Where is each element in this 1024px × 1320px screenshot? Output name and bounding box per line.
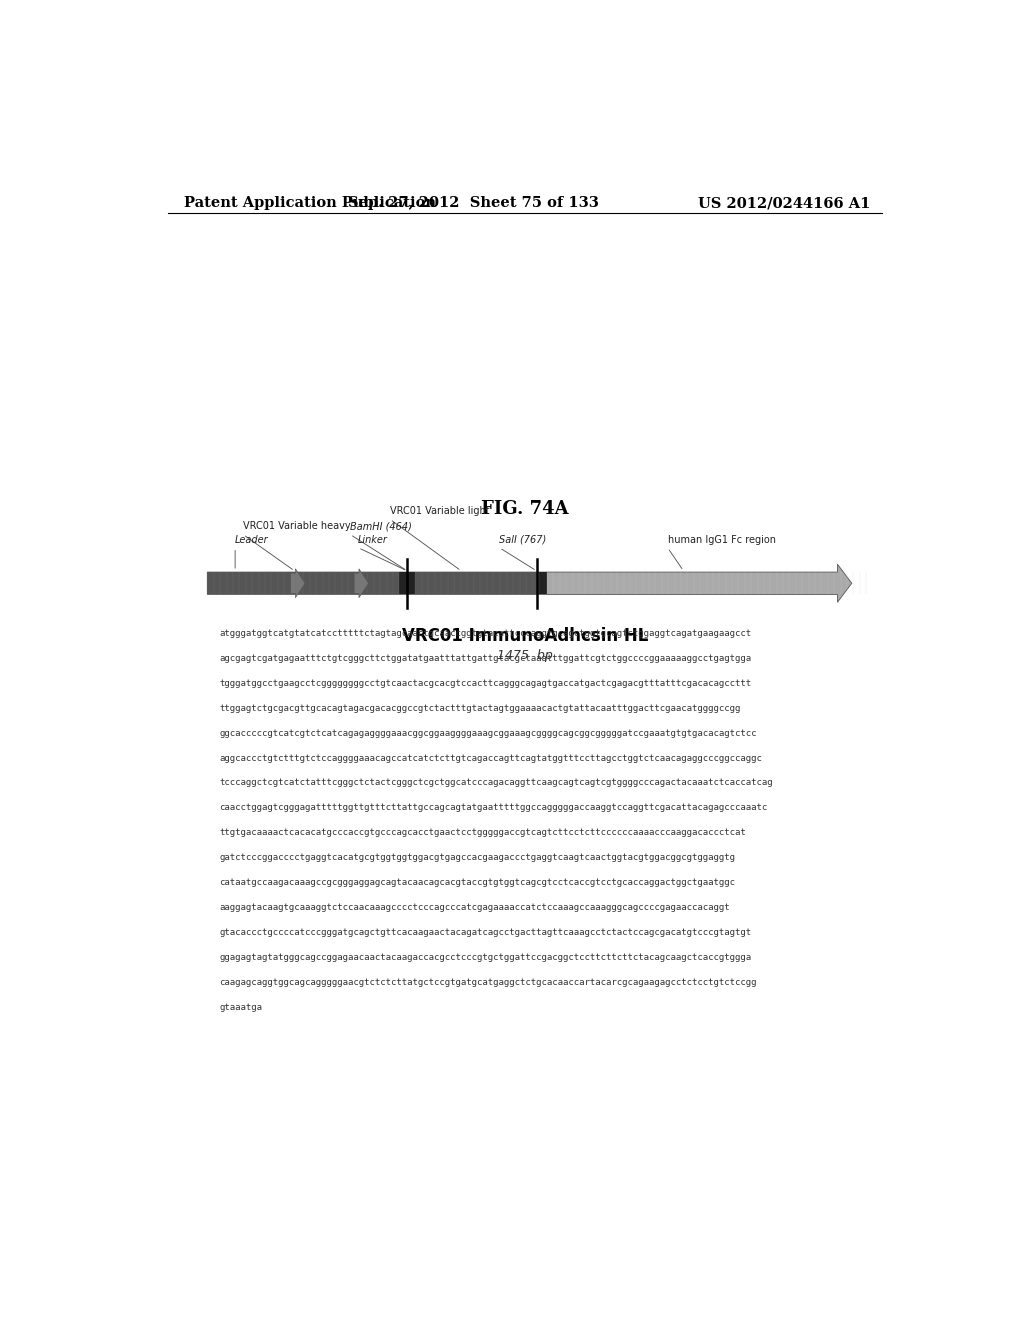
Text: VRC01 Variable light: VRC01 Variable light xyxy=(390,506,489,516)
Text: agcgagtcgatgagaatttctgtcgggcttctggatatgaatttattgattgtacgctaaatttggattcgtctggcccc: agcgagtcgatgagaatttctgtcgggcttctggatatga… xyxy=(219,653,752,663)
Text: gatctcccggacccctgaggtcacatgcgtggtggtggacgtgagccacgaagaccctgaggtcaagtcaactggtacgt: gatctcccggacccctgaggtcacatgcgtggtggtggac… xyxy=(219,853,735,862)
Text: atgggatggtcatgtatcatcctttttctagtagcaactgcaaccggtgtacattcccaggtgcagctggtgcagtctgg: atgggatggtcatgtatcatcctttttctagtagcaactg… xyxy=(219,630,752,638)
Text: gtacaccctgccccatcccgggatgcagctgttcacaagaactacagatcagcctgacttagttcaaagcctctactcca: gtacaccctgccccatcccgggatgcagctgttcacaaga… xyxy=(219,928,752,937)
Text: BamHI (464): BamHI (464) xyxy=(350,521,412,532)
Text: ttgtgacaaaactcacacatgcccaccgtgcccagcacctgaactcctgggggaccgtcagtcttcctcttccccccaaa: ttgtgacaaaactcacacatgcccaccgtgcccagcacct… xyxy=(219,828,746,837)
Text: Patent Application Publication: Patent Application Publication xyxy=(183,195,435,210)
Text: SalI (767): SalI (767) xyxy=(500,535,547,545)
FancyArrow shape xyxy=(354,569,369,598)
Bar xyxy=(416,572,539,594)
Text: caacctggagtcgggagatttttggttgtttcttattgccagcagtatgaatttttggccagggggaccaaggtccaggt: caacctggagtcgggagatttttggttgtttcttattgcc… xyxy=(219,804,768,812)
Text: VRC01 Variable heavy: VRC01 Variable heavy xyxy=(243,521,350,532)
Bar xyxy=(399,572,416,594)
Text: FIG. 74A: FIG. 74A xyxy=(481,500,568,517)
Text: gtaaatga: gtaaatga xyxy=(219,1002,262,1011)
Text: Linker: Linker xyxy=(358,535,388,545)
Bar xyxy=(207,572,399,594)
Text: US 2012/0244166 A1: US 2012/0244166 A1 xyxy=(697,195,870,210)
Text: cataatgccaagacaaagccgcgggaggagcagtacaacagcacgtaccgtgtggtcagcgtcctcaccgtcctgcacca: cataatgccaagacaaagccgcgggaggagcagtacaaca… xyxy=(219,878,735,887)
FancyArrow shape xyxy=(291,569,305,598)
Text: VRC01 ImmunoAdhcsin HL: VRC01 ImmunoAdhcsin HL xyxy=(401,627,648,645)
Text: ttggagtctgcgacgttgcacagtagacgacacggccgtctactttgtactagtggaaaacactgtattacaatttggac: ttggagtctgcgacgttgcacagtagacgacacggccgtc… xyxy=(219,704,740,713)
Bar xyxy=(539,572,547,594)
Text: human IgG1 Fc region: human IgG1 Fc region xyxy=(668,535,775,545)
Text: tgggatggcctgaagcctcggggggggcctgtcaactacgcacgtccacttcagggcagagtgaccatgactcgagacgt: tgggatggcctgaagcctcggggggggcctgtcaactacg… xyxy=(219,678,752,688)
FancyArrow shape xyxy=(207,564,852,602)
Text: caagagcaggtggcagcagggggaacgtctctcttatgctccgtgatgcatgaggctctgcacaaccartacarcgcaga: caagagcaggtggcagcagggggaacgtctctcttatgct… xyxy=(219,978,757,986)
Text: tcccaggctcgtcatctatttcgggctctactcgggctcgctggcatcccagacaggttcaagcagtcagtcgtggggcc: tcccaggctcgtcatctatttcgggctctactcgggctcg… xyxy=(219,779,773,788)
Text: Leader: Leader xyxy=(236,535,268,545)
Text: ggcacccccgtcatcgtctcatcagagaggggaaacggcggaaggggaaagcggaaagcggggcagcggcgggggatccg: ggcacccccgtcatcgtctcatcagagaggggaaacggcg… xyxy=(219,729,757,738)
Text: Sep. 27, 2012  Sheet 75 of 133: Sep. 27, 2012 Sheet 75 of 133 xyxy=(348,195,599,210)
Text: aggcaccctgtctttgtctccaggggaaacagccatcatctcttgtcagaccagttcagtatggtttccttagcctggtc: aggcaccctgtctttgtctccaggggaaacagccatcatc… xyxy=(219,754,762,763)
Text: aaggagtacaagtgcaaaggtctccaacaaagcccctcccagcccatcgagaaaaccatctccaaagccaaagggcagcc: aaggagtacaagtgcaaaggtctccaacaaagcccctccc… xyxy=(219,903,730,912)
Text: ggagagtagtatgggcagccggagaacaactacaagaccacgcctcccgtgctggattccgacggctccttcttcttcta: ggagagtagtatgggcagccggagaacaactacaagacca… xyxy=(219,953,752,962)
Text: 1475  bp: 1475 bp xyxy=(497,649,553,663)
